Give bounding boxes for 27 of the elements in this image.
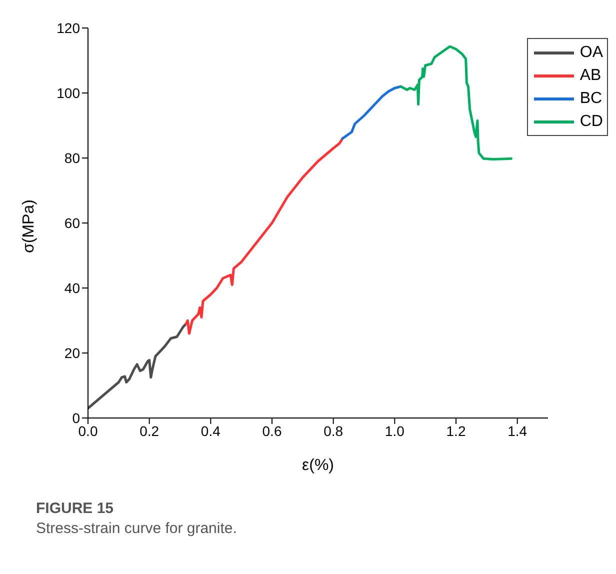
caption: FIGURE 15: [36, 500, 115, 517]
x-tick-label: 0.0: [78, 422, 98, 439]
y-tick-label: 60: [64, 214, 80, 231]
y-tick-label: 0: [72, 410, 80, 426]
text: Stress-strain curve for granite.: [36, 520, 237, 537]
legend-label: AB: [580, 66, 602, 84]
y-tick-label: 100: [56, 84, 80, 101]
line-series: [341, 85, 402, 140]
y-tick-label: 120: [56, 20, 80, 36]
legend-label: CD: [580, 112, 603, 130]
x-tick-label: 0.2: [140, 422, 160, 439]
y-tick-label: 20: [64, 344, 80, 361]
line-series: [88, 322, 188, 410]
line-series: [400, 45, 512, 161]
legend-label: OA: [580, 44, 603, 62]
y-axis-title: σ(MPa): [20, 200, 38, 253]
x-tick-label: 1.0: [384, 422, 405, 439]
x-tick-label: 0.6: [262, 422, 282, 439]
y-tick-label: 40: [64, 280, 80, 296]
x-tick-label: 0.8: [324, 422, 344, 439]
x-axis-title: ε(%): [302, 457, 334, 474]
x-tick-label: 0.4: [200, 422, 221, 439]
x-tick-label: 1.4: [508, 422, 528, 439]
x-tick-label: 1.2: [446, 422, 466, 439]
y-tick-label: 80: [64, 150, 80, 166]
legend-label: BC: [580, 90, 602, 108]
line-series: [184, 137, 344, 335]
